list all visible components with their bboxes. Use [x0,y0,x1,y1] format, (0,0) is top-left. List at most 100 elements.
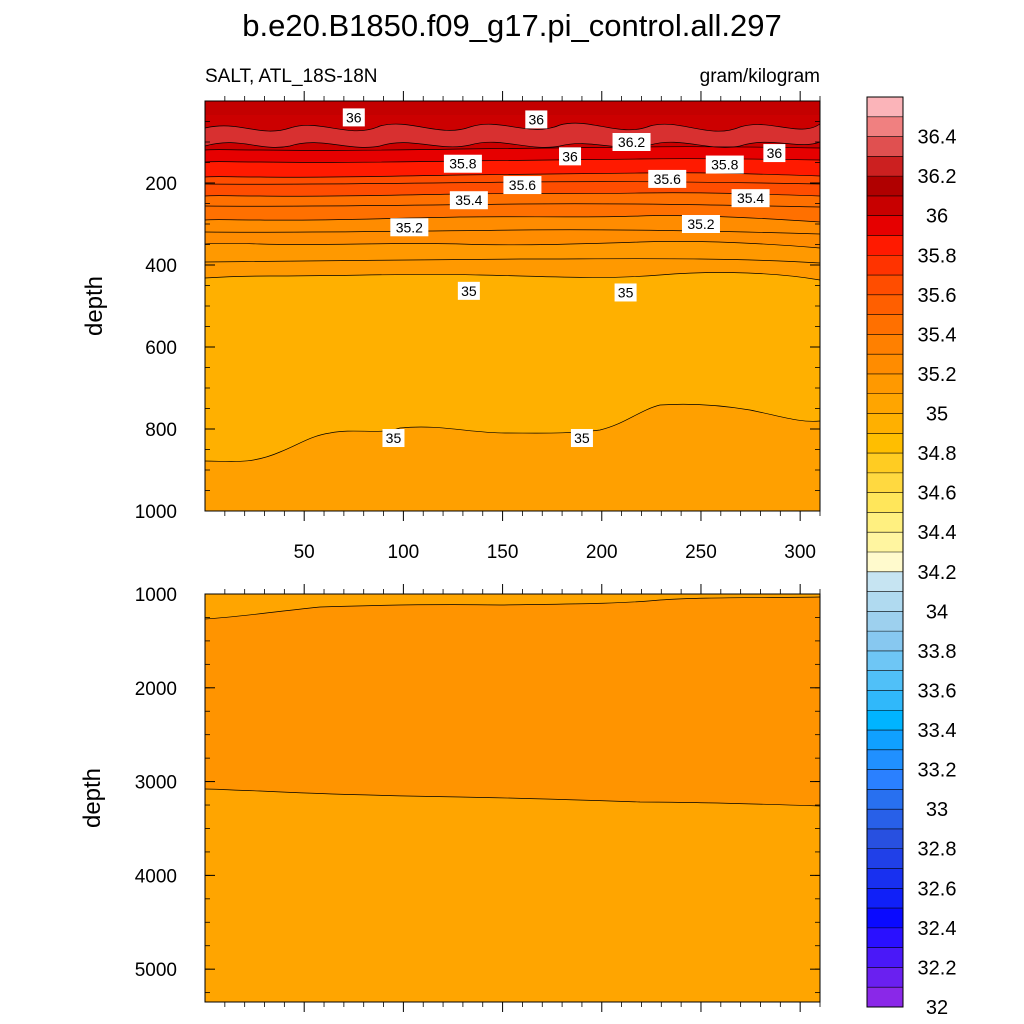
colorbar-swatch [867,967,903,988]
variable-label: SALT, ATL_18S-18N [205,66,378,87]
contour-line-shallow-4 [205,258,820,264]
fill-surface [205,101,820,115]
y-tick-label: 3000 [135,773,177,794]
contour-label: 35 [614,283,637,302]
contour-line-core [205,122,820,132]
contour-label-box [570,429,593,448]
colorbar-label: 35 [926,404,948,426]
colorbar-label: 34.6 [918,483,957,505]
fill-36.2-core [205,123,820,148]
colorbar-label: 32 [926,997,948,1019]
contour-label-box [382,429,405,448]
colorbar-label: 35.4 [918,324,957,346]
lower-depth-panel: 1000 2000 3000 4000 5000 [135,584,821,1012]
upper-y-axis-label: depth [81,276,108,336]
colorbar-swatch [867,512,903,533]
colorbar-label: 36 [926,206,948,228]
colorbar-swatch [867,195,903,216]
colorbar-swatch [867,888,903,909]
colorbar-label: 33 [926,799,948,821]
contour-label-text: 35.6 [509,177,536,193]
contour-label-text: 35.4 [737,190,764,206]
colorbar-label: 33.2 [918,760,957,782]
colorbar-swatch [867,769,903,790]
contour-label: 35.2 [681,215,720,233]
colorbar-swatch [867,927,903,948]
colorbar-swatch [867,373,903,395]
contour-label-text: 36 [767,145,783,161]
colorbar-label: 36.4 [918,127,957,149]
colorbar-swatch [867,314,903,335]
contour-label: 35.8 [705,155,744,174]
colorbar-swatch [867,611,903,632]
colorbar-swatch [867,393,903,414]
x-tick-label: 150 [487,542,519,563]
colorbar-label: 32.8 [918,839,957,861]
y-tick-label: 1000 [135,585,177,606]
units-label: gram/kilogram [700,66,820,87]
x-tick-label: 50 [294,542,315,563]
contour-line-shallow-3 [205,229,820,235]
contour-label-box [503,176,542,195]
colorbar-swatch [867,868,903,889]
contour-label-text: 35.8 [711,157,738,173]
colorbar-swatch [867,413,903,434]
y-tick-label: 2000 [135,679,177,700]
lower-fill-34.8 [205,597,820,806]
colorbar-label: 34 [926,601,948,623]
colorbar-swatch [867,275,903,296]
contour-label-box [457,281,480,300]
colorbar-swatch [867,472,903,493]
contour-line-35-deep [205,403,820,462]
colorbar-swatch [867,176,903,197]
colorbar-swatch [867,453,903,474]
colorbar-swatch [867,433,903,454]
colorbar-swatch [867,828,903,850]
colorbar-label: 33.8 [918,641,957,663]
colorbar-label: 32.6 [918,878,957,900]
y-tick-label: 800 [145,420,177,441]
lower-y-axis-label: depth [79,768,106,828]
colorbar-swatch [867,710,903,731]
x-tick-label: 200 [586,542,618,563]
contour-label-text: 35 [574,430,590,446]
contour-line-35.2 [205,241,820,249]
colorbar-swatch [867,571,903,592]
contour-label: 36 [525,110,548,129]
colorbar-swatch [867,809,903,830]
contour-label-text: 35 [386,430,402,446]
colorbar-swatch [867,690,903,711]
colorbar-label: 34.8 [918,443,957,465]
y-tick-label: 400 [145,256,177,277]
colorbar-swatch [867,848,903,869]
lower-contour-shallow [205,596,820,620]
contour-label-text: 35.6 [654,171,681,187]
colorbar-label: 34.2 [918,562,957,584]
contour-label-box [525,110,548,129]
contour-label: 35.6 [503,176,542,195]
contour-label-text: 36 [346,109,362,125]
contour-label-box [449,191,488,210]
contour-label-box [731,189,770,208]
contour-label: 35.6 [648,169,687,188]
colorbar-label: 33.4 [918,720,957,742]
contour-line-36.2 [205,146,820,151]
upper-depth-panel: 36 36 36.2 36 35.8 35.8 36 35.6 35.6 35.4 35.4 35.2… [135,91,821,563]
colorbar-label: 36.2 [918,166,957,188]
contour-label: 35.4 [731,189,770,208]
colorbar-swatch [867,987,903,1008]
colorbar-swatch [867,156,903,177]
colorbar-label: 35.8 [918,245,957,267]
contour-label: 35 [382,429,405,448]
contour-line-core-2 [205,141,820,148]
contour-label: 36 [763,144,786,163]
contour-label: 36.2 [612,133,651,151]
contour-label: 36 [342,108,365,127]
contour-label-text: 36 [562,148,578,164]
colorbar-swatch [867,552,903,573]
colorbar: 36.4 36.2 36 35.8 35.6 35.4 35.2 35 34.8 34.6 34.4… [866,96,957,1019]
colorbar-label: 32.4 [918,918,957,940]
x-tick-label: 300 [784,542,816,563]
colorbar-swatch [867,255,903,276]
